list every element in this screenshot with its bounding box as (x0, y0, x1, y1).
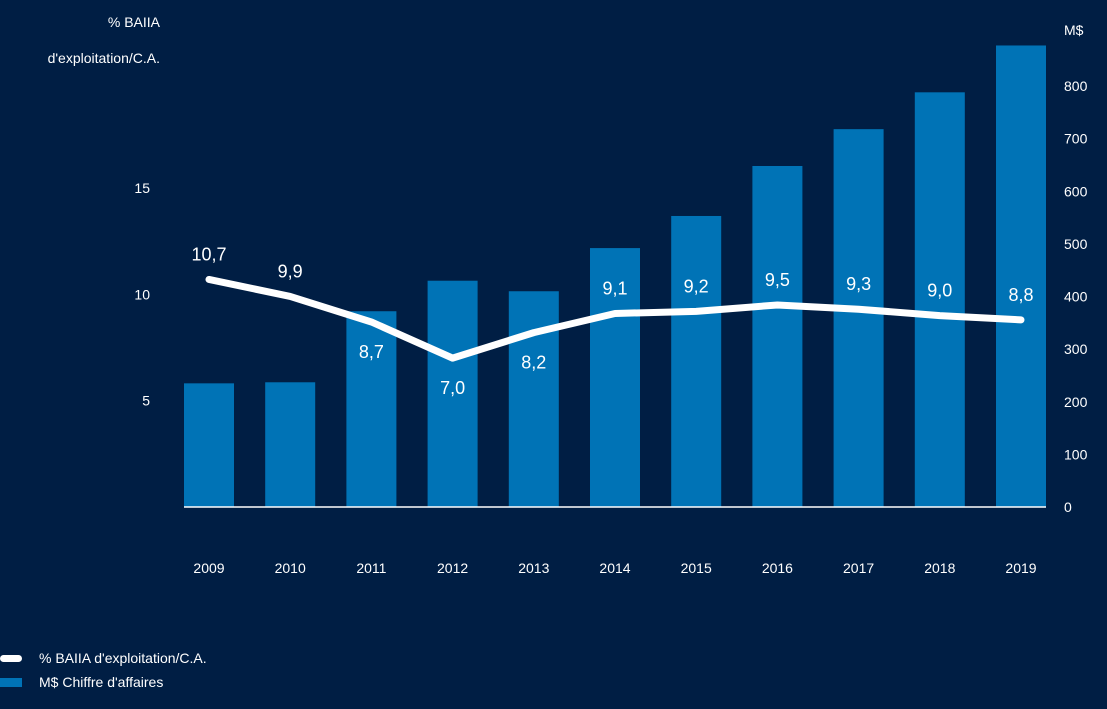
left-axis-title-line1: % BAIIA (108, 14, 161, 30)
x-tick-2014: 2014 (599, 560, 630, 576)
x-tick-2016: 2016 (762, 560, 793, 576)
right-tick-400: 400 (1064, 289, 1088, 305)
left-axis-ticks: 5 10 15 (134, 180, 150, 409)
x-tick-2018: 2018 (924, 560, 955, 576)
legend-item-line: % BAIIA d'exploitation/C.A. (0, 646, 207, 670)
line-data-label-2016: 9,5 (765, 270, 790, 290)
right-tick-700: 700 (1064, 131, 1088, 147)
bar-2014 (590, 248, 640, 507)
line-layer (205, 275, 1025, 362)
legend-bar-label: M$ Chiffre d'affaires (39, 674, 164, 690)
line-data-label-2010: 9,9 (278, 261, 303, 281)
right-axis-ticks: 0 100 200 300 400 500 600 700 800 (1064, 78, 1088, 515)
line-data-label-2015: 9,2 (684, 276, 709, 296)
labels-layer: 10,7 9,9 8,7 7,0 8,2 9,1 9,2 9,5 9,3 9,0 8,8 (191, 244, 1033, 398)
left-tick-10: 10 (134, 286, 150, 302)
legend-bar-swatch (0, 677, 22, 687)
right-tick-300: 300 (1064, 341, 1088, 357)
right-tick-100: 100 (1064, 446, 1088, 462)
left-tick-5: 5 (142, 393, 150, 409)
line-data-label-2011: 8,7 (359, 342, 384, 362)
bar-2012 (427, 280, 478, 507)
line-series-baiia (205, 275, 1025, 362)
bar-2010 (265, 382, 316, 507)
right-tick-800: 800 (1064, 78, 1088, 94)
right-axis-title: M$ (1064, 22, 1084, 38)
x-tick-2012: 2012 (437, 560, 468, 576)
bars-layer (184, 45, 1046, 508)
x-tick-2010: 2010 (275, 560, 306, 576)
line-data-label-2017: 9,3 (846, 274, 871, 294)
bar-2013 (508, 291, 559, 507)
x-tick-2011: 2011 (356, 560, 386, 576)
right-tick-500: 500 (1064, 236, 1088, 252)
x-tick-2009: 2009 (193, 560, 224, 576)
bar-2009 (184, 383, 234, 507)
left-tick-15: 15 (134, 180, 150, 196)
x-tick-2019: 2019 (1005, 560, 1036, 576)
bar-2011 (346, 311, 397, 507)
bar-2016 (752, 165, 803, 508)
bar-2017 (833, 129, 884, 507)
legend-line-swatch (0, 654, 22, 662)
bar-2018 (914, 92, 965, 507)
bar-2019 (996, 45, 1046, 507)
legend-line-label: % BAIIA d'exploitation/C.A. (39, 650, 207, 666)
x-axis-ticks: 2009 2010 2011 2012 2013 2014 2015 2016 2017 2018… (193, 560, 1036, 576)
legend-item-bar: M$ Chiffre d'affaires (0, 670, 207, 694)
x-tick-2013: 2013 (518, 560, 549, 576)
bar-2015 (671, 215, 722, 507)
x-tick-2015: 2015 (681, 560, 712, 576)
legend: % BAIIA d'exploitation/C.A. M$ Chiffre d… (0, 646, 207, 694)
right-tick-0: 0 (1064, 499, 1072, 515)
line-data-label-2013: 8,2 (521, 353, 546, 373)
right-tick-200: 200 (1064, 394, 1088, 410)
line-data-label-2009: 10,7 (191, 244, 226, 264)
x-tick-2017: 2017 (843, 560, 874, 576)
line-data-label-2018: 9,0 (927, 281, 952, 301)
line-data-label-2014: 9,1 (602, 278, 627, 298)
left-axis-title-line2: d'exploitation/C.A. (48, 50, 160, 66)
line-data-label-2012: 7,0 (440, 378, 465, 398)
line-data-label-2019: 8,8 (1008, 285, 1033, 305)
right-tick-600: 600 (1064, 183, 1088, 199)
